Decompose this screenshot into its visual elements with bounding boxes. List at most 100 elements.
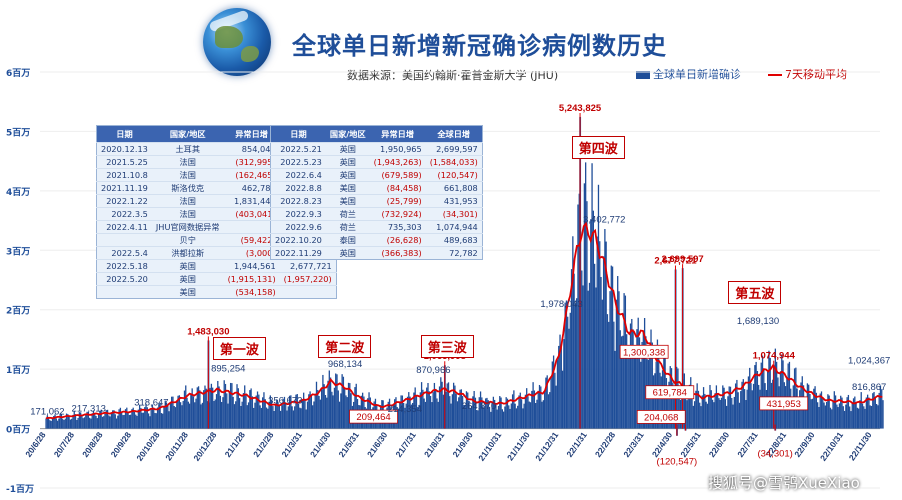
daily-bar (62, 418, 64, 429)
table-cell: 洪都拉斯 (151, 246, 224, 260)
daily-bar (408, 392, 410, 429)
daily-bar (496, 409, 498, 429)
daily-bar (672, 382, 674, 429)
daily-bar (346, 397, 348, 429)
table-cell: (3,000) (223, 246, 280, 260)
daily-bar (85, 414, 87, 429)
daily-bar (536, 399, 538, 429)
daily-bar (622, 335, 624, 429)
daily-bar (699, 402, 701, 429)
daily-bar (588, 282, 591, 429)
daily-bar (349, 383, 351, 429)
daily-bar (172, 396, 174, 429)
daily-bar (49, 420, 51, 429)
table-cell: 泰国 (325, 233, 370, 247)
daily-bar (791, 398, 793, 429)
daily-bar (500, 397, 502, 429)
x-tick-label: 22/1/31 (564, 430, 589, 459)
x-tick-label: 20/8/28 (80, 430, 105, 459)
daily-bar (847, 394, 850, 429)
daily-bar (281, 405, 283, 429)
table-row: 2022.8.8 美国 (84,458) 661,808 (270, 181, 483, 195)
daily-bar (687, 397, 689, 429)
daily-bar (315, 381, 318, 429)
daily-bar (355, 383, 357, 429)
daily-bar (181, 405, 183, 429)
daily-bar (132, 407, 134, 429)
daily-bar (87, 411, 89, 429)
daily-bar (186, 397, 188, 429)
daily-bar (661, 370, 664, 429)
daily-bar (560, 347, 562, 429)
daily-bar (59, 413, 61, 429)
daily-bar (840, 395, 842, 429)
daily-bar (440, 377, 442, 429)
daily-bar (879, 385, 882, 429)
table-cell: 2022.5.18 (96, 259, 152, 273)
daily-bar (538, 384, 541, 429)
table-row: 2022.10.20 泰国 (26,628) 489,683 (270, 233, 483, 247)
daily-bar (96, 418, 98, 429)
daily-bar (874, 396, 876, 429)
daily-bar (613, 321, 615, 429)
table-cell: 2022.5.23 (270, 155, 326, 169)
daily-bar (58, 418, 60, 429)
daily-bar (752, 383, 755, 429)
daily-bar (768, 350, 770, 429)
daily-bar (220, 401, 223, 429)
table-cell: (1,915,131) (223, 272, 280, 286)
table-cell: 法国 (151, 207, 224, 221)
x-tick-label: 21/1/28 (223, 430, 248, 459)
daily-bar (540, 386, 542, 429)
daily-bar (747, 376, 750, 429)
daily-bar (638, 337, 641, 429)
daily-bar (486, 397, 488, 429)
daily-bar (154, 412, 156, 429)
table-cell: 661,808 (425, 181, 483, 195)
daily-bar (860, 392, 862, 429)
daily-bar (849, 406, 851, 429)
x-tick-label: 21/12/31 (533, 430, 560, 463)
daily-bar (435, 388, 437, 429)
daily-bar (741, 381, 743, 429)
table-row: 2022.5.18 英国 1,944,561 2,677,721 (96, 259, 337, 273)
daily-bar (643, 317, 646, 429)
daily-bar (709, 384, 711, 429)
daily-bar (633, 351, 636, 429)
table-cell: 2022.4.11 (96, 220, 152, 234)
daily-bar (745, 400, 747, 429)
daily-bar (488, 406, 491, 429)
daily-bar (490, 411, 492, 429)
daily-bar (727, 396, 729, 429)
daily-bar (467, 392, 469, 429)
daily-bar (518, 395, 520, 429)
daily-bar (545, 377, 547, 429)
value-annotation: 1,300,338 (623, 347, 665, 358)
daily-bar (659, 372, 661, 429)
daily-bar (212, 387, 214, 429)
daily-bar (155, 413, 157, 429)
daily-bar (138, 404, 141, 429)
daily-bar (399, 402, 401, 429)
table-cell: (162,465) (223, 168, 280, 182)
daily-bar (504, 406, 506, 429)
table-row: 2022.9.6 荷兰 735,303 1,074,944 (270, 220, 483, 234)
daily-bar (729, 386, 732, 429)
table-cell (279, 285, 337, 299)
daily-bar (331, 391, 333, 429)
daily-bar (112, 410, 114, 429)
table-cell: 2022.8.23 (270, 194, 326, 208)
value-annotation: 209,464 (356, 412, 390, 423)
daily-bar (263, 392, 265, 429)
daily-bar (46, 415, 48, 429)
daily-bar (851, 403, 853, 429)
daily-bar (631, 318, 633, 429)
daily-bar (259, 405, 261, 429)
daily-bar (506, 398, 509, 429)
daily-bar (282, 398, 284, 429)
daily-bar (149, 416, 151, 429)
daily-bar (427, 382, 429, 429)
daily-bar (700, 406, 702, 429)
daily-bar (717, 392, 719, 429)
